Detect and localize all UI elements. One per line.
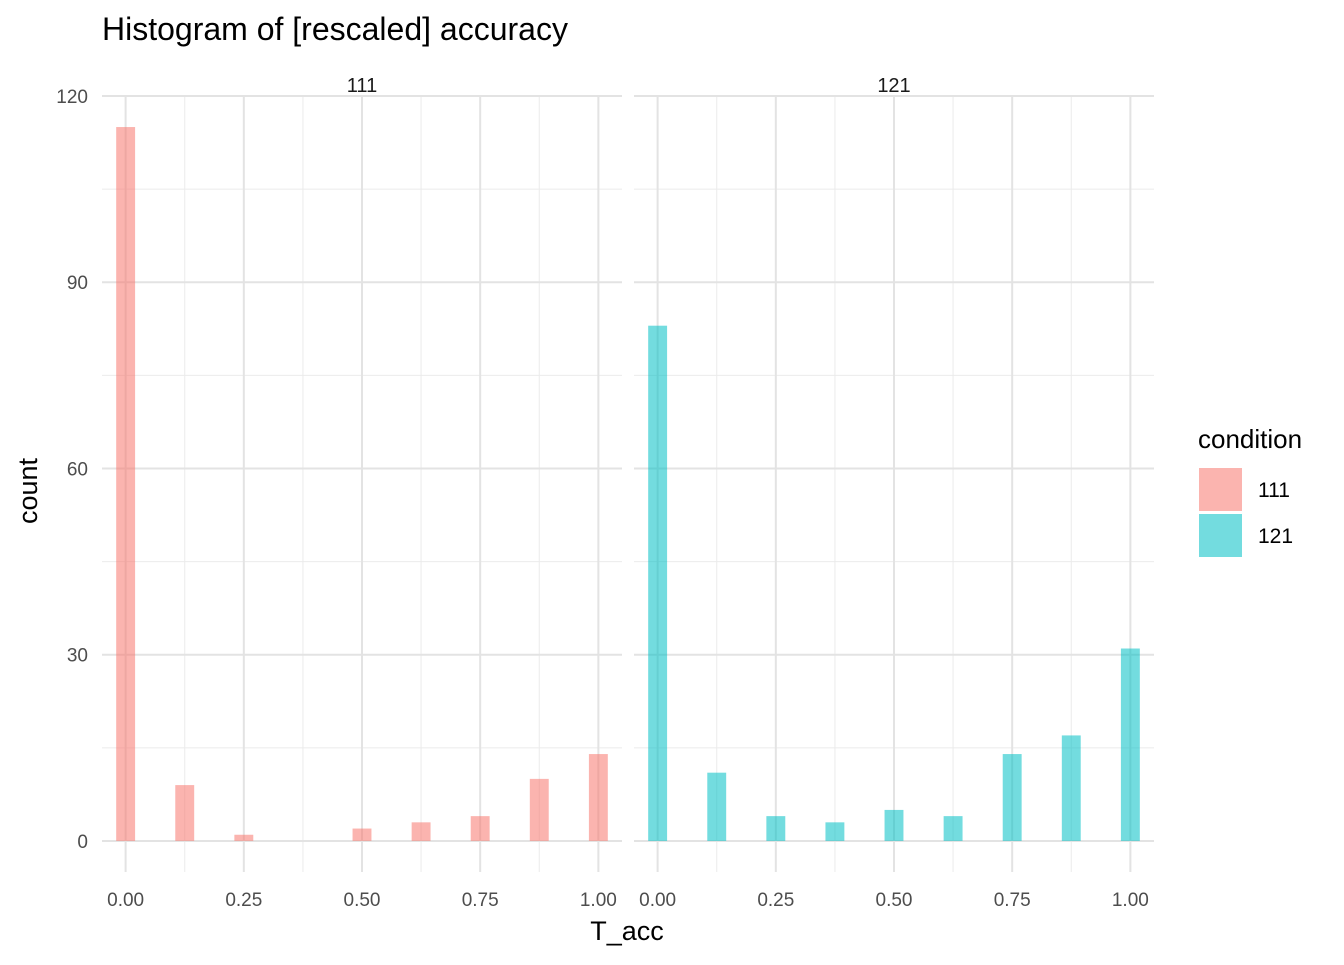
histogram-bar	[116, 127, 136, 841]
histogram-bar	[175, 785, 195, 841]
x-tick-label: 0.50	[876, 890, 913, 911]
x-tick-label: 0.00	[639, 890, 676, 911]
histogram-bar	[588, 754, 608, 841]
facet-label: 111	[347, 75, 377, 97]
facet-panels: 111 0.00 0.25 0.50 0.75 1.00 0 30 60 90 120 121 0.00…	[56, 75, 1154, 911]
histogram-bar	[470, 816, 490, 841]
histogram-bar	[1120, 648, 1140, 841]
chart-title: Histogram of [rescaled] accuracy	[102, 11, 568, 47]
facet-panel-121: 121 0.00 0.25 0.50 0.75 1.00	[634, 75, 1154, 911]
facet-panel-111: 111 0.00 0.25 0.50 0.75 1.00 0 30 60 90 120	[56, 75, 622, 911]
histogram-bar	[529, 778, 549, 841]
histogram-bar	[1002, 754, 1022, 841]
legend: condition 111 121	[1198, 424, 1302, 557]
legend-title: condition	[1198, 424, 1302, 454]
y-tick-label: 30	[67, 646, 88, 667]
legend-label: 111	[1258, 479, 1290, 502]
histogram-bar	[766, 816, 786, 841]
x-tick-label: 0.25	[225, 890, 262, 911]
y-tick-label: 60	[67, 459, 88, 480]
x-tick-label: 0.75	[462, 890, 499, 911]
x-tick-label: 1.00	[1112, 890, 1149, 911]
histogram-bar	[352, 828, 372, 841]
x-tick-label: 0.75	[994, 890, 1031, 911]
x-tick-label: 0.25	[757, 890, 794, 911]
legend-swatch	[1199, 514, 1242, 557]
histogram-bar	[884, 809, 904, 841]
y-tick-label: 120	[56, 87, 88, 108]
histogram-bar	[825, 822, 845, 841]
histogram-bar	[943, 816, 963, 841]
facet-label: 121	[877, 75, 910, 97]
histogram-bar	[234, 834, 254, 841]
legend-label: 121	[1258, 525, 1293, 548]
x-axis-label: T_acc	[590, 916, 664, 946]
histogram-bar	[707, 772, 727, 841]
x-tick-label: 0.00	[107, 890, 144, 911]
y-tick-label: 90	[67, 273, 88, 294]
y-tick-label: 0	[77, 832, 88, 853]
x-tick-label: 1.00	[580, 890, 617, 911]
histogram-bar	[648, 325, 668, 841]
legend-swatch	[1199, 468, 1242, 511]
y-axis-label: count	[13, 457, 43, 524]
histogram-bar	[1061, 735, 1081, 841]
x-tick-label: 0.50	[344, 890, 381, 911]
histogram-bar	[411, 822, 431, 841]
